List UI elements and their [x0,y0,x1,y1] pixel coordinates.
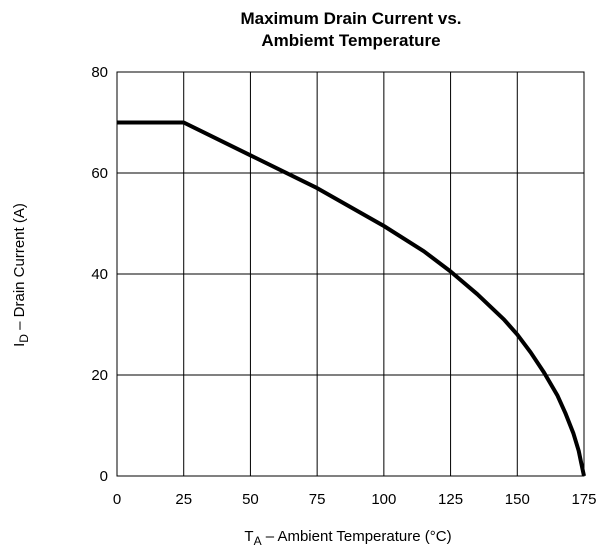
y-tick-label: 40 [91,266,108,283]
x-tick-label: 50 [242,491,259,508]
y-axis-label-text: – Drain Current (A) [11,203,28,334]
x-axis-ticks: 0 25 50 75 100 125 150 175 [113,491,597,508]
x-axis-label: TA – Ambient Temperature (°C) [244,528,451,547]
grid [116,71,585,477]
x-tick-label: 0 [113,491,121,508]
x-tick-label: 150 [505,491,530,508]
x-axis-label-symbol: T [244,528,253,545]
y-axis-label-subscript: D [17,334,31,343]
series-line [117,120,586,477]
y-tick-label: 60 [91,165,108,182]
x-axis-label-text: – Ambient Temperature (°C) [262,528,452,545]
x-tick-label: 100 [371,491,396,508]
series-group [117,120,586,477]
x-tick-label: 75 [309,491,326,508]
x-tick-label: 175 [571,491,596,508]
y-tick-label: 0 [100,468,108,485]
chart-title-line-1: Maximum Drain Current vs. [240,9,461,28]
y-axis-label-symbol: I [11,343,28,347]
y-axis-label: ID – Drain Current (A) [11,203,31,347]
y-axis-ticks: 0 20 40 60 80 [91,64,108,485]
chart-title-line-2: Ambiemt Temperature [261,31,440,50]
x-tick-label: 25 [175,491,192,508]
x-tick-label: 125 [438,491,463,508]
x-axis-label-subscript: A [254,534,262,547]
y-tick-label: 20 [91,367,108,384]
plot-frame [116,71,585,477]
y-tick-label: 80 [91,64,108,81]
